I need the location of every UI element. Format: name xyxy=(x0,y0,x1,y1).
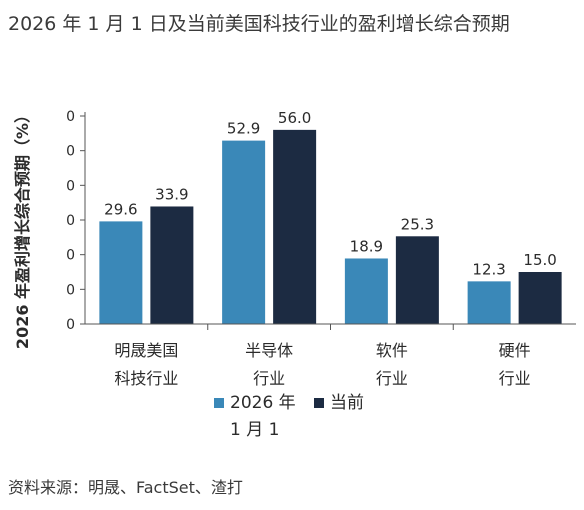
bars: 29.6 33.9 52.9 56.0 18.9 25.3 12.3 15.0 xyxy=(99,109,562,324)
y-tick-label: 0 xyxy=(66,248,75,264)
y-axis-label-group: 2026 年盈利增长综合预期（%） xyxy=(13,107,32,349)
bar-current-2 xyxy=(395,236,439,324)
legend-swatch-current xyxy=(314,398,324,408)
category-label: 行业 xyxy=(376,369,408,388)
category-label: 半导体 xyxy=(245,341,293,360)
source-note: 资料来源：明晟、FactSet、渣打 xyxy=(8,478,243,497)
data-label: 52.9 xyxy=(227,120,260,138)
bar-current-0 xyxy=(150,206,194,324)
bar-jan1-1 xyxy=(222,140,266,324)
y-axis-ticks: 0 0 0 0 0 0 0 xyxy=(66,109,85,333)
category-label: 硬件 xyxy=(499,341,531,360)
chart-title: 2026 年 1 月 1 日及当前美国科技行业的盈利增长综合预期 xyxy=(8,13,510,35)
data-label: 33.9 xyxy=(155,185,188,203)
category-label: 行业 xyxy=(253,369,285,388)
y-tick-label: 0 xyxy=(66,317,75,333)
bar-jan1-0 xyxy=(99,221,143,324)
data-label: 15.0 xyxy=(523,251,556,269)
bar-jan1-3 xyxy=(467,281,511,324)
legend: 2026 年 1 月 1 当前 xyxy=(214,393,364,440)
y-tick-label: 0 xyxy=(66,109,75,125)
y-axis-label: 2026 年盈利增长综合预期（%） xyxy=(13,107,32,349)
legend-label-jan1: 2026 年 xyxy=(230,393,296,413)
category-label: 明晟美国 xyxy=(114,341,178,360)
y-tick-label: 0 xyxy=(66,144,75,160)
bar-jan1-2 xyxy=(344,258,388,324)
bar-current-3 xyxy=(518,272,562,324)
legend-label-current: 当前 xyxy=(330,393,364,413)
y-tick-label: 0 xyxy=(66,178,75,194)
data-label: 18.9 xyxy=(350,237,383,255)
category-label: 软件 xyxy=(376,341,408,360)
data-label: 25.3 xyxy=(401,215,434,233)
bar-current-1 xyxy=(273,129,317,324)
legend-label-jan1-line2: 1 月 1 xyxy=(230,420,279,440)
y-tick-label: 0 xyxy=(66,213,75,229)
legend-swatch-jan1 xyxy=(214,398,224,408)
category-label: 行业 xyxy=(499,369,531,388)
data-label: 56.0 xyxy=(278,109,311,127)
y-tick-label: 0 xyxy=(66,282,75,298)
category-label: 科技行业 xyxy=(114,369,178,388)
data-label: 29.6 xyxy=(104,200,137,218)
data-label: 12.3 xyxy=(472,260,505,278)
bar-chart: 2026 年盈利增长综合预期（%） 0 0 0 0 0 0 0 29.6 33.9 52.9 56… xyxy=(13,107,576,440)
